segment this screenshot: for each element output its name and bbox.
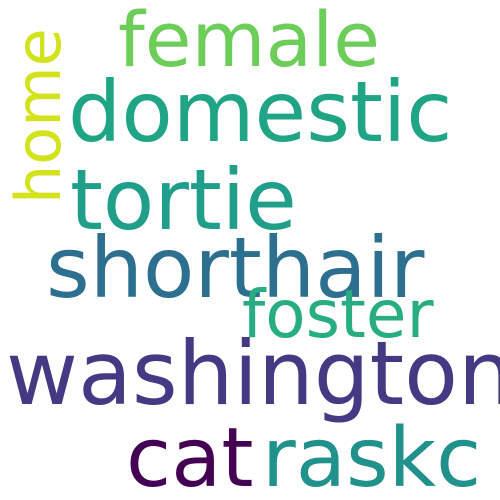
word-tortie: tortie <box>70 151 297 249</box>
word-home: home <box>2 28 75 204</box>
word-female: female <box>118 0 380 84</box>
word-cat: cat <box>126 411 254 500</box>
word-shorthair: shorthair <box>46 219 425 317</box>
word-raskc: raskc <box>262 411 482 500</box>
word-domestic: domestic <box>68 63 453 161</box>
word-washington: washington <box>6 322 500 425</box>
word-foster: foster <box>242 276 434 353</box>
